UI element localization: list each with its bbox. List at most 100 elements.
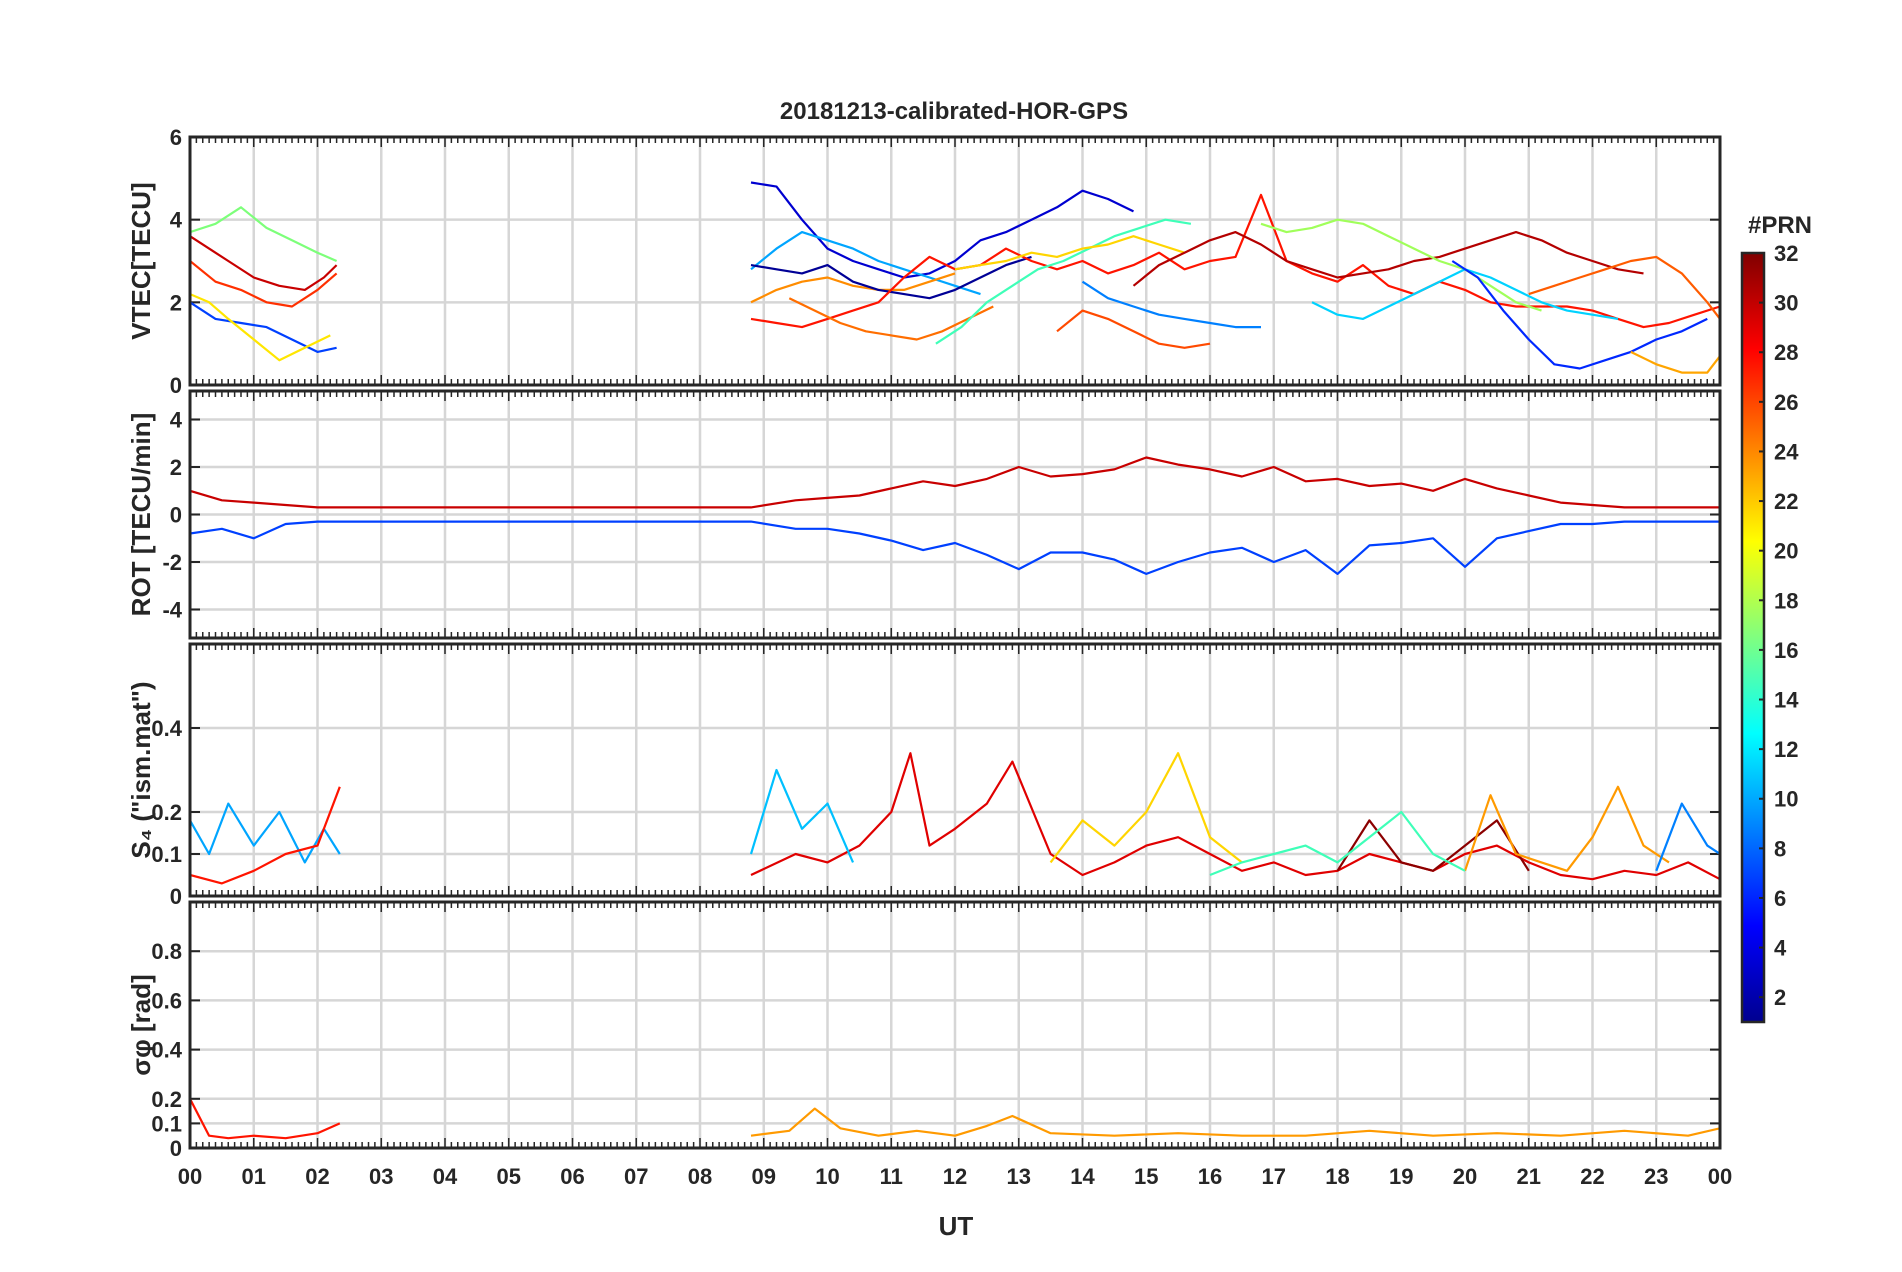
x-tick-label: 03: [369, 1164, 393, 1189]
series-line-prn-22: [1630, 350, 1720, 374]
series-line-prn-25: [1528, 255, 1720, 320]
series-line-prn-env: [190, 520, 1720, 576]
panel-frame: [188, 135, 1722, 387]
panel-s4: 0 0.1 0.2 0.4S₄ ("ism.mat"): [126, 642, 1722, 909]
colorbar-tick-label: 10: [1774, 787, 1798, 812]
series-line-prn-2: [750, 255, 1032, 300]
series-line-prn-18: [1260, 218, 1542, 312]
y-tick-label: 0.1: [151, 1111, 182, 1136]
y-tick-label: 0.2: [151, 800, 182, 825]
series-line-prn-20: [1049, 752, 1243, 864]
colorbar-tick-label: 20: [1774, 539, 1798, 564]
x-tick-label: 14: [1070, 1164, 1095, 1189]
colorbar-tick-label: 8: [1774, 836, 1786, 861]
series-line-prn-env: [190, 456, 1720, 509]
x-tick-label: 12: [943, 1164, 967, 1189]
y-tick-label: 0: [170, 373, 182, 398]
x-tick-label: 00: [1708, 1164, 1732, 1189]
x-tick-label: 15: [1134, 1164, 1158, 1189]
series-group: [190, 752, 1720, 885]
x-tick-label: 22: [1580, 1164, 1604, 1189]
series-line-prn-9: [1081, 280, 1261, 329]
x-tick-label: 16: [1198, 1164, 1222, 1189]
colorbar-tick-label: 2: [1774, 985, 1786, 1010]
colorbar-label: #PRN: [1748, 212, 1812, 239]
x-tick-label: 13: [1007, 1164, 1031, 1189]
x-tick-label: 17: [1262, 1164, 1286, 1189]
y-tick-label: 2: [170, 290, 182, 315]
y-tick-label: 0.8: [151, 939, 182, 964]
y-tick-label: 0: [170, 503, 182, 528]
y-tick-label: 0: [170, 1136, 182, 1161]
y-axis-label: VTEC[TECU]: [126, 182, 156, 339]
y-tick-label: 0.4: [151, 716, 182, 741]
colorbar-tick-label: 24: [1774, 439, 1799, 464]
x-tick-label: 18: [1325, 1164, 1349, 1189]
series-line-prn-23: [750, 272, 956, 304]
x-tick-label: 09: [752, 1164, 776, 1189]
colorbar-tick-label: 28: [1774, 340, 1798, 365]
colorbar-tick-label: 6: [1774, 886, 1786, 911]
y-tick-label: 2: [170, 455, 182, 480]
y-tick-label: 4: [170, 408, 183, 433]
colorbar-tick-label: 12: [1774, 737, 1798, 762]
series-group: [190, 181, 1720, 374]
series-line-prn-20: [954, 235, 1185, 271]
series-line-prn-5: [190, 301, 337, 353]
series-line-prn-30: [1132, 231, 1644, 287]
panel-frame: [188, 389, 1722, 640]
series-line-prn-11: [749, 768, 855, 863]
y-axis-label: σφ [rad]: [126, 974, 156, 1075]
panel-vtec: 0 2 4 6 VTEC[TECU]: [126, 125, 1722, 398]
colorbar-tick-label: 16: [1774, 638, 1798, 663]
y-tick-label: 0.4: [151, 1038, 182, 1063]
series-line-prn-10: [750, 231, 981, 296]
panel-rot: -4 -2 0 2 4 ROT [TECU/min]: [126, 389, 1722, 640]
series-line-prn-30: [1336, 819, 1530, 872]
colorbar-tick-label: 4: [1774, 936, 1787, 961]
series-line-prn-15: [1209, 810, 1466, 877]
series-line-prn-23: [750, 1107, 1720, 1137]
series-line-prn-6: [750, 181, 1134, 279]
colorbar-tick-label: 22: [1774, 489, 1798, 514]
x-tick-label: 04: [433, 1164, 458, 1189]
x-tick-label: 07: [624, 1164, 648, 1189]
colorbar-tick-label: 18: [1774, 588, 1798, 613]
series-line-prn-15: [935, 218, 1192, 345]
x-tick-label: 10: [815, 1164, 839, 1189]
x-tick-label: 08: [688, 1164, 712, 1189]
colorbar-tick-label: 26: [1774, 390, 1798, 415]
series-line-prn-9: [1655, 802, 1720, 872]
panel-frame: [188, 900, 1722, 1150]
series-line-prn-23: [1463, 785, 1670, 872]
panel-sigma_phi: 00.10.2 0.4 0.6 0.8 σφ [rad]: [126, 900, 1722, 1161]
x-tick-label: 20: [1453, 1164, 1477, 1189]
y-tick-label: 0.1: [151, 842, 182, 867]
series-line-prn-24: [788, 297, 994, 341]
x-tick-label: 21: [1517, 1164, 1541, 1189]
panel-frame: [188, 642, 1722, 898]
colorbar-tick-label: 32: [1774, 241, 1798, 266]
colorbar-bar: [1740, 251, 1766, 1024]
y-tick-label: 0.6: [151, 988, 182, 1013]
series-line-prn-28: [750, 752, 1720, 881]
figure-title: 20181213-calibrated-HOR-GPS: [780, 98, 1128, 125]
x-tick-label: 11: [880, 1164, 903, 1189]
series-line-prn-21: [190, 293, 331, 362]
y-axis-label: S₄ ("ism.mat"): [126, 681, 156, 858]
x-tick-label: 06: [560, 1164, 584, 1189]
x-tick-label: 00: [178, 1164, 202, 1189]
y-axis-label: ROT [TECU/min]: [126, 413, 156, 617]
colorbar-tick-label: 30: [1774, 291, 1798, 316]
y-tick-label: 4: [170, 208, 183, 233]
y-tick-label: 0: [170, 884, 182, 909]
x-tick-label: 05: [497, 1164, 521, 1189]
series-line-prn-31: [190, 235, 338, 291]
series-group: [190, 1098, 1720, 1140]
y-tick-label: 6: [170, 125, 182, 150]
series-line-prn-4: [1451, 260, 1708, 370]
y-tick-label: -2: [162, 550, 182, 575]
x-axis: 00 01 02 03 04 05 06 07 08 09 10 11 12 13 14 15 16 17 18 19…: [178, 1164, 1732, 1189]
